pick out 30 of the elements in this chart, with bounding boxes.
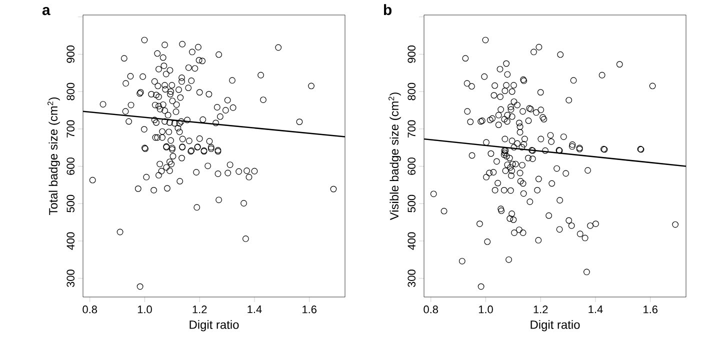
x-tick-label: 1.4 bbox=[588, 306, 603, 314]
chart-title: a bbox=[42, 6, 50, 16]
x-axis-title: Digit ratio bbox=[190, 320, 239, 332]
y-tick-label: 300 bbox=[408, 270, 416, 288]
x-tick-label: 0.8 bbox=[82, 306, 97, 314]
x-axis-title: Digit ratio bbox=[530, 320, 580, 332]
x-tick-label: 1.4 bbox=[248, 306, 262, 314]
x-tick-label: 0.8 bbox=[424, 306, 438, 314]
y-axis-title: Visible badge size (cm$^{2}$) bbox=[388, 92, 401, 220]
y-tick-label: 300 bbox=[66, 270, 74, 288]
x-tick-label: 1.2 bbox=[534, 306, 548, 314]
chart-title: b bbox=[384, 4, 392, 16]
x-tick-label: 1.0 bbox=[478, 306, 493, 314]
y-tick-label: 500 bbox=[408, 194, 416, 212]
y-tick-label: 500 bbox=[66, 194, 74, 212]
y-tick-label: 700 bbox=[408, 120, 416, 138]
y-tick-label: 800 bbox=[66, 82, 74, 100]
x-tick-label: 1.2 bbox=[192, 306, 207, 314]
y-tick-label: 700 bbox=[66, 120, 74, 138]
y-tick-label: 800 bbox=[408, 82, 416, 100]
y-tick-label: 600 bbox=[408, 158, 416, 175]
x-tick-label: 1.6 bbox=[302, 306, 316, 314]
x-tick-label: 1.0 bbox=[138, 306, 152, 314]
x-tick-label: 1.6 bbox=[644, 306, 658, 314]
y-tick-label: 400 bbox=[408, 232, 416, 250]
y-axis-title: Total badge size (cm$^{2}$) bbox=[48, 97, 60, 216]
y-tick-label: 400 bbox=[66, 232, 74, 250]
y-tick-label: 900 bbox=[408, 46, 416, 63]
y-tick-label: 900 bbox=[66, 46, 74, 63]
y-tick-label: 600 bbox=[66, 158, 74, 175]
